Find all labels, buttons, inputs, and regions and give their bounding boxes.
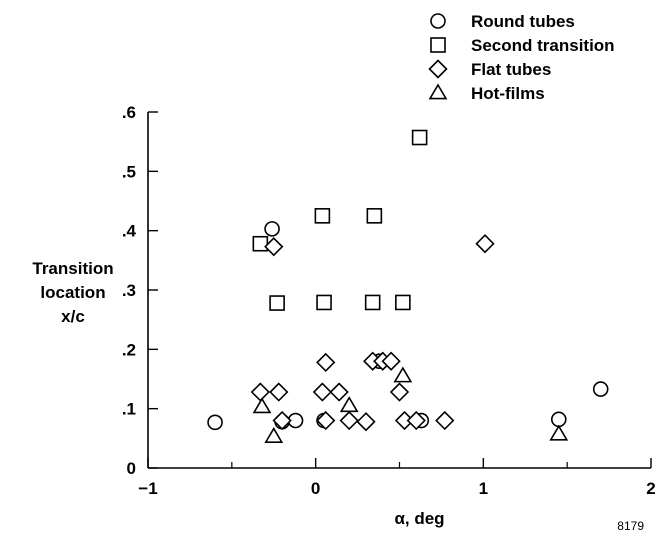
series-triangle — [252, 366, 569, 443]
data-point-triangle — [339, 396, 359, 413]
legend-marker-square — [430, 37, 446, 53]
axis-labels: α, deg Transition location x/c 8179 — [32, 259, 644, 533]
x-tick-label: 0 — [311, 479, 320, 498]
legend: Round tubes Second transition Flat tubes Ho… — [428, 12, 615, 103]
data-point-diamond — [269, 382, 289, 402]
series-circle — [207, 221, 609, 431]
legend-label: Flat tubes — [471, 60, 551, 79]
y-tick-label: .6 — [122, 103, 136, 122]
x-axis-label: α, deg — [394, 509, 444, 528]
data-point-diamond — [250, 382, 270, 402]
data-point-square — [411, 129, 428, 146]
data-point-triangle — [252, 397, 272, 414]
series-diamond — [250, 234, 495, 432]
data-point-square — [366, 208, 383, 224]
figure-id: 8179 — [617, 519, 644, 533]
y-tick-label: .2 — [122, 340, 136, 359]
x-tick-label: −1 — [138, 479, 157, 498]
series-square — [252, 129, 428, 311]
y-axis-label: Transition — [32, 259, 113, 278]
data-point-triangle — [549, 424, 569, 441]
legend-label: Hot-films — [471, 84, 545, 103]
data-point-circle — [264, 221, 280, 237]
y-tick-label: .4 — [122, 222, 137, 241]
data-point-diamond — [339, 410, 359, 431]
data-point-diamond — [435, 410, 455, 431]
y-tick-label: .1 — [122, 400, 136, 419]
data-point-diamond — [264, 237, 284, 257]
data-point-square — [364, 294, 381, 311]
y-axis-label: location — [40, 283, 105, 302]
data-point-diamond — [272, 410, 292, 431]
data-point-diamond — [381, 351, 401, 371]
x-tick-label: 2 — [646, 479, 655, 498]
axes: −1 0 1 20.1.2.3.4.5.6 — [122, 103, 656, 498]
data-point-circle — [550, 411, 567, 428]
data-point-square — [316, 294, 332, 311]
data-point-diamond — [389, 382, 410, 402]
data-point-diamond — [316, 410, 336, 431]
legend-label: Second transition — [471, 36, 615, 55]
y-tick-label: .3 — [122, 281, 136, 300]
legend-label: Round tubes — [471, 12, 575, 31]
data-point-diamond — [316, 352, 336, 373]
data-point-square — [395, 294, 411, 311]
y-axis-label: x/c — [61, 307, 85, 326]
data-point-triangle — [393, 366, 413, 383]
data-point-square — [314, 208, 331, 224]
legend-marker-diamond — [428, 59, 448, 79]
y-tick-label: 0 — [127, 459, 136, 478]
x-tick-label: 1 — [479, 479, 488, 498]
data-point-square — [269, 295, 285, 311]
data-point-triangle — [264, 426, 284, 443]
legend-marker-circle — [430, 13, 446, 29]
data-point-diamond — [312, 382, 333, 402]
y-tick-label: .5 — [122, 162, 136, 181]
data-point-diamond — [475, 234, 495, 254]
data-point-circle — [207, 414, 223, 431]
data-point-square — [252, 235, 269, 252]
data-point-circle — [592, 381, 609, 397]
data-point-diamond — [406, 410, 426, 431]
data-points — [207, 129, 609, 443]
data-point-diamond — [329, 382, 349, 402]
legend-marker-triangle — [428, 83, 448, 100]
data-point-diamond — [356, 412, 376, 432]
